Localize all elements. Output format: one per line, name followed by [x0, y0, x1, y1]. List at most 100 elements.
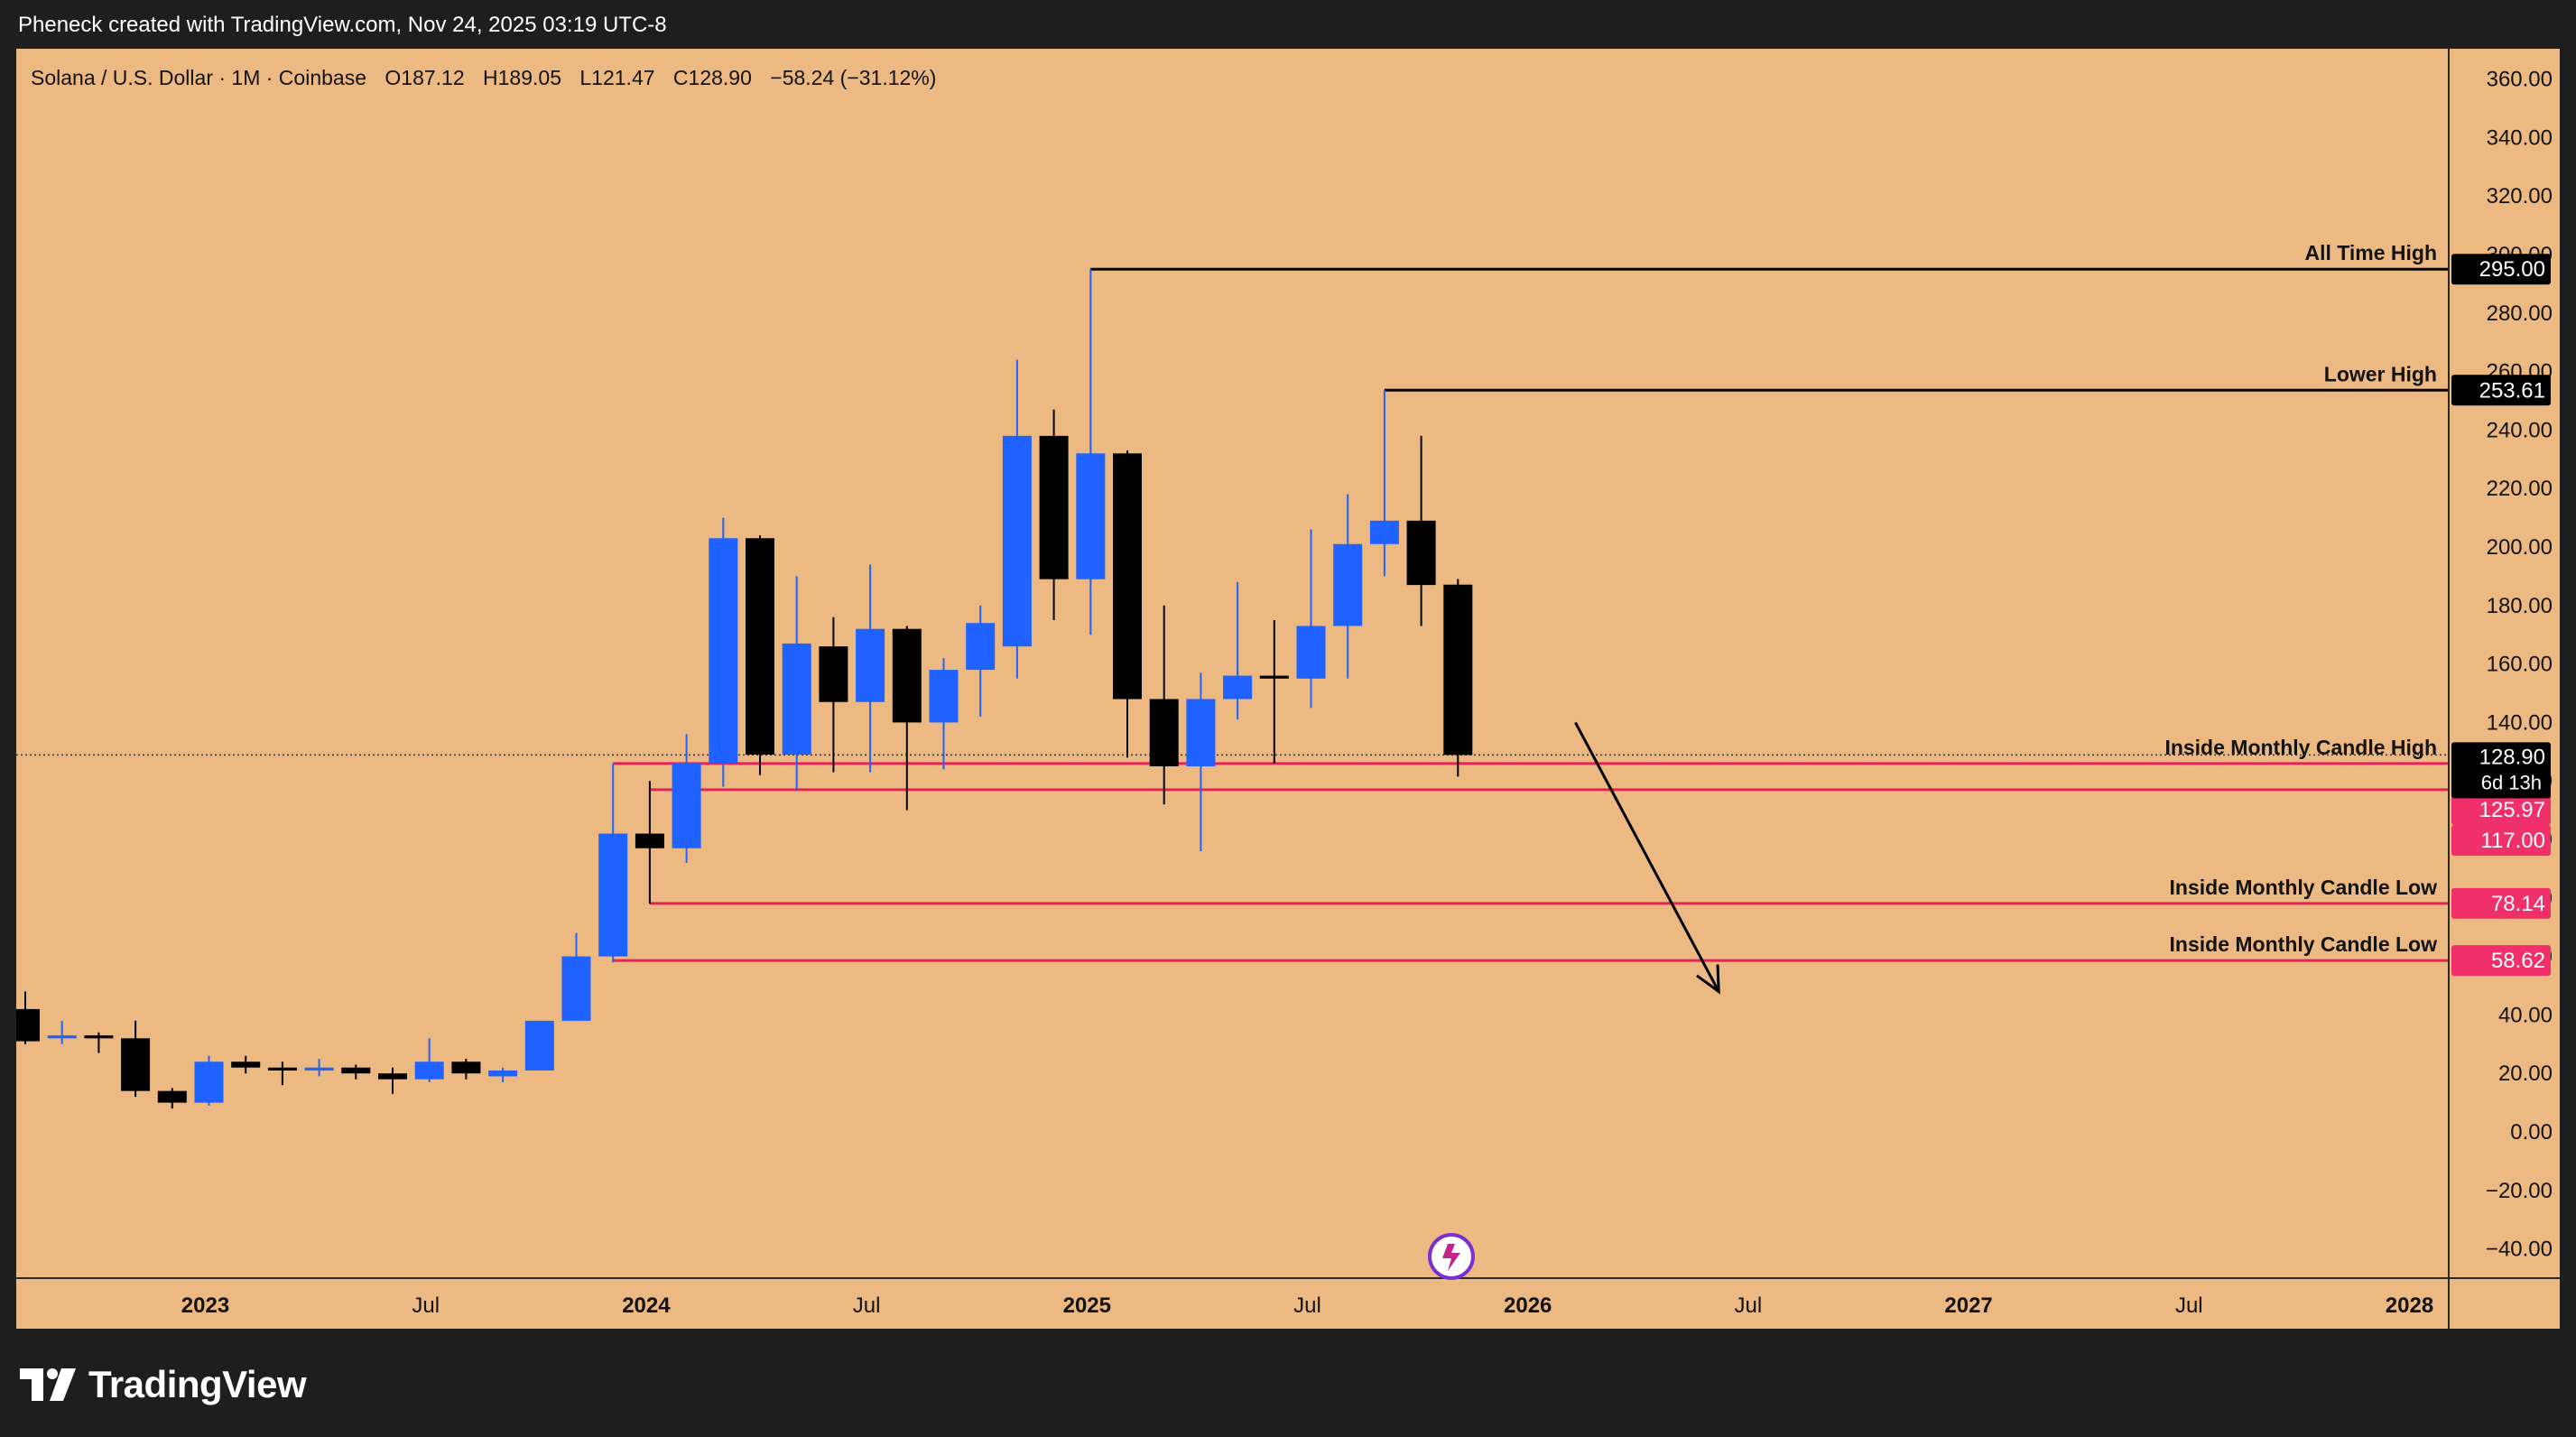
- candle[interactable]: [1259, 620, 1289, 764]
- legend-low: L121.47: [579, 66, 654, 89]
- candle[interactable]: [341, 1064, 371, 1080]
- candle[interactable]: [1223, 581, 1253, 720]
- price-tick-label: −20.00: [2486, 1179, 2553, 1203]
- candle[interactable]: [267, 1062, 297, 1086]
- candle[interactable]: [672, 734, 701, 863]
- candle[interactable]: [414, 1038, 444, 1082]
- bar-countdown: 6d 13h: [2481, 771, 2542, 793]
- candle[interactable]: [1369, 390, 1399, 577]
- price-tick-label: 180.00: [2487, 594, 2553, 618]
- candle[interactable]: [231, 1055, 261, 1074]
- candle[interactable]: [451, 1059, 481, 1080]
- candle[interactable]: [1039, 409, 1069, 620]
- candle[interactable]: [194, 1055, 224, 1106]
- candle[interactable]: [782, 576, 811, 790]
- candle-body: [819, 646, 848, 702]
- time-tick-label: Jul: [853, 1293, 881, 1318]
- time-tick-label: Jul: [412, 1293, 440, 1318]
- brand-name: TradingView: [88, 1363, 307, 1405]
- candle[interactable]: [304, 1059, 334, 1077]
- candle-body: [1223, 675, 1253, 700]
- level-price-tag: 295.00: [2479, 257, 2545, 282]
- candle[interactable]: [966, 605, 996, 717]
- candle-body: [929, 670, 959, 723]
- candle[interactable]: [1186, 672, 1216, 851]
- candle-body: [1002, 435, 1032, 647]
- candle[interactable]: [1002, 359, 1032, 679]
- legend-close: C128.90: [673, 66, 752, 89]
- level-price-tag: 117.00: [2480, 829, 2545, 853]
- price-tick-label: 20.00: [2498, 1062, 2553, 1086]
- level-price-tag-bg: [2451, 254, 2551, 285]
- legend-change: −58.24 (−31.12%): [770, 66, 936, 89]
- candle-body: [304, 1067, 334, 1071]
- candle[interactable]: [157, 1088, 187, 1109]
- candle[interactable]: [561, 932, 591, 1021]
- last-price-tag: 128.90: [2479, 745, 2545, 769]
- candle-body: [1039, 435, 1069, 579]
- price-tick-label: 340.00: [2487, 125, 2553, 150]
- candle[interactable]: [929, 658, 959, 770]
- candle[interactable]: [47, 1020, 77, 1044]
- candle[interactable]: [892, 626, 922, 811]
- chart-credit: Pheneck created with TradingView.com, No…: [18, 13, 667, 37]
- candle-body: [47, 1035, 77, 1039]
- projection-arrow-head: [1696, 964, 1720, 995]
- candle[interactable]: [488, 1067, 518, 1082]
- candle[interactable]: [1333, 494, 1363, 679]
- candle[interactable]: [1113, 450, 1142, 758]
- candle-body: [1369, 520, 1399, 544]
- candle-body: [1443, 584, 1473, 756]
- candle[interactable]: [1076, 269, 1106, 635]
- legend-open: O187.12: [385, 66, 464, 89]
- candle[interactable]: [16, 991, 40, 1044]
- candle[interactable]: [709, 517, 738, 787]
- candle-body: [121, 1038, 151, 1091]
- level-label: All Time High: [2304, 241, 2437, 264]
- time-axis[interactable]: 2023 Jul 2024 Jul 2025 Jul 2026 Jul 2027 Jul 2028: [181, 1293, 2433, 1318]
- candle[interactable]: [524, 1020, 554, 1071]
- candle-body: [966, 623, 996, 671]
- candle[interactable]: [1296, 529, 1326, 709]
- time-tick-label: Jul: [2175, 1293, 2203, 1318]
- candle-body: [378, 1073, 407, 1080]
- projection-arrow[interactable]: [1574, 721, 1720, 993]
- candle-body: [341, 1067, 371, 1074]
- chart-canvas[interactable]: All Time High Lower High Inside Monthly Ca…: [16, 49, 2560, 1329]
- candle-body: [488, 1070, 518, 1077]
- candle[interactable]: [598, 763, 628, 963]
- time-tick-label: 2028: [2386, 1293, 2433, 1318]
- candle[interactable]: [1443, 579, 1473, 777]
- candle[interactable]: [746, 535, 774, 775]
- assistant-icon[interactable]: [1428, 1233, 1475, 1280]
- candle[interactable]: [1149, 605, 1179, 805]
- candle[interactable]: [378, 1067, 407, 1094]
- tradingview-logo[interactable]: TradingView: [20, 1363, 307, 1406]
- level-label: Inside Monthly Candle Low: [2170, 876, 2438, 899]
- legend-symbol[interactable]: Solana / U.S. Dollar · 1M · Coinbase: [31, 66, 366, 89]
- time-tick-label: Jul: [1293, 1293, 1321, 1318]
- candle-body: [598, 833, 628, 957]
- candle[interactable]: [121, 1020, 151, 1098]
- price-tick-label: 220.00: [2487, 477, 2553, 501]
- time-tick-label: Jul: [1735, 1293, 1763, 1318]
- candle[interactable]: [819, 617, 848, 773]
- level-price-tag: 253.61: [2479, 378, 2545, 403]
- candle-body: [1113, 453, 1142, 700]
- candle[interactable]: [635, 781, 664, 904]
- candle[interactable]: [1406, 435, 1436, 626]
- candle-body: [709, 538, 738, 764]
- price-tick-label: 240.00: [2487, 418, 2553, 442]
- candle-body: [267, 1067, 297, 1071]
- time-tick-label: 2025: [1063, 1293, 1111, 1318]
- candle-body: [746, 538, 774, 756]
- candle[interactable]: [84, 1032, 114, 1053]
- symbol-legend: Solana / U.S. Dollar · 1M · Coinbase O18…: [31, 66, 936, 89]
- legend-high: H189.05: [483, 66, 561, 89]
- footer: TradingView: [0, 1329, 2576, 1437]
- candle[interactable]: [856, 564, 885, 773]
- candle-body: [782, 643, 811, 756]
- overlay: [1574, 721, 1720, 995]
- candle-body: [856, 628, 885, 702]
- price-tick-label: 280.00: [2487, 301, 2553, 326]
